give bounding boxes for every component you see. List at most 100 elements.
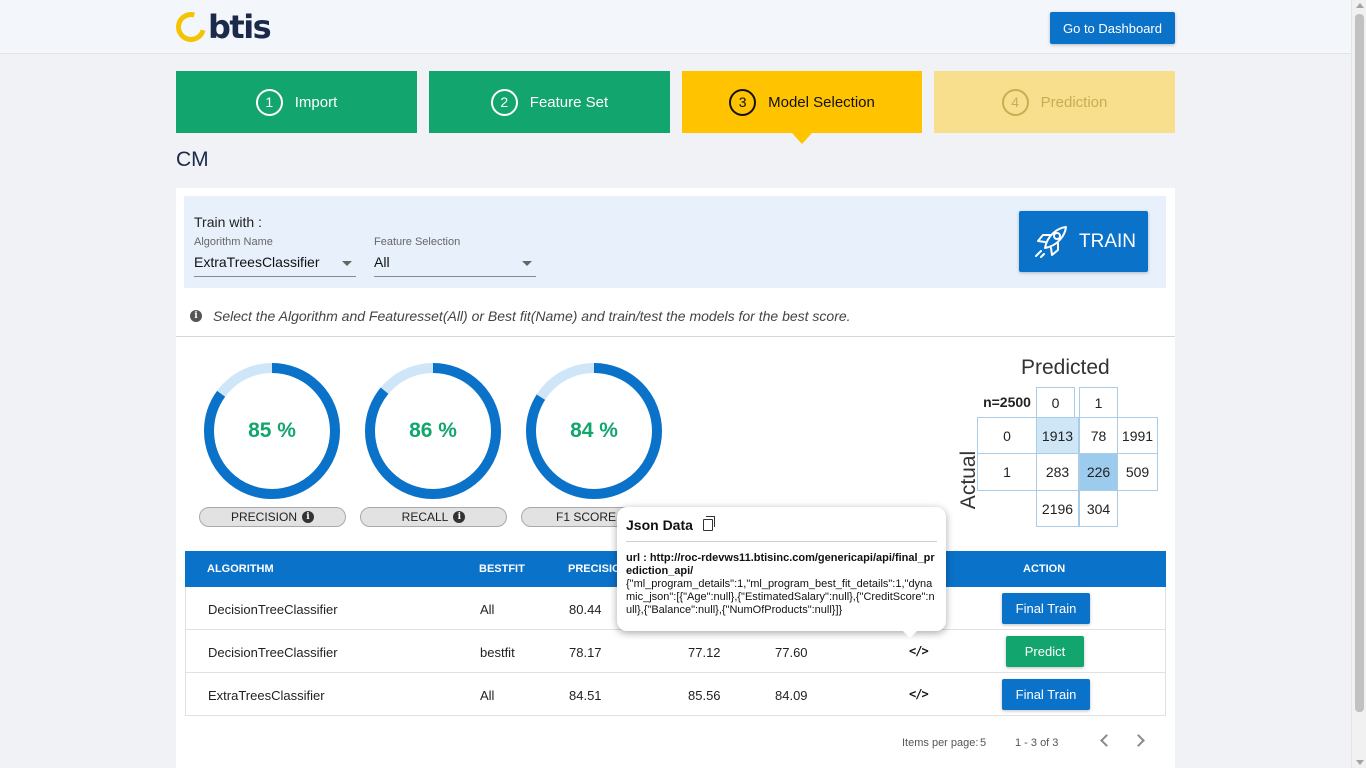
recall-cell: 77.12 xyxy=(688,645,721,660)
algorithm-select-value: ExtraTreesClassifier xyxy=(194,254,320,270)
algorithm-cell: ExtraTreesClassifier xyxy=(208,688,325,703)
code-icon[interactable]: </> xyxy=(909,687,929,701)
recall-ring xyxy=(365,363,501,499)
f1-score-label: F1 SCORE xyxy=(555,510,616,524)
step-label: Prediction xyxy=(1040,93,1108,111)
gauge-fill xyxy=(204,363,340,499)
copy-icon[interactable] xyxy=(702,516,715,531)
recall-label: RECALL xyxy=(401,510,449,524)
cm-row-total: 509 xyxy=(1117,453,1158,491)
step-number: 4 xyxy=(1001,88,1029,116)
algorithm-select-label: Algorithm Name xyxy=(194,236,273,248)
scroll-thumb[interactable] xyxy=(1355,14,1364,712)
table-row: DecisionTreeClassifier bestfit 78.17 77.… xyxy=(185,630,1166,673)
table-row: ExtraTreesClassifier All 84.51 85.56 84.… xyxy=(185,673,1166,716)
step-model-selection[interactable]: 3 Model Selection xyxy=(682,71,922,144)
step-number: 1 xyxy=(255,88,283,116)
chevron-down-icon xyxy=(342,261,352,266)
cm-row-total: 1991 xyxy=(1117,417,1158,454)
bestfit-cell: bestfit xyxy=(480,645,515,660)
bestfit-cell: All xyxy=(480,688,495,703)
cm-cell: 283 xyxy=(1036,453,1079,491)
bestfit-column-header[interactable]: BESTFIT xyxy=(479,563,525,575)
step-import[interactable]: 1 Import xyxy=(176,71,417,133)
go-to-dashboard-button[interactable]: Go to Dashboard xyxy=(1050,12,1175,44)
precision-column-header[interactable]: PRECISION xyxy=(568,563,629,575)
logo-text: btis xyxy=(208,8,272,46)
code-icon[interactable]: </> xyxy=(909,644,929,658)
feature-select-value: All xyxy=(374,254,390,270)
divider xyxy=(176,336,1175,337)
page-range: 1 - 3 of 3 xyxy=(1015,737,1059,749)
cm-col-header: 0 xyxy=(1036,387,1075,418)
step-prediction[interactable]: 4 Prediction xyxy=(934,71,1175,133)
model-selection-card: Train with : Algorithm Name ExtraTreesCl… xyxy=(176,188,1175,768)
next-page-icon[interactable] xyxy=(1132,734,1145,747)
precision-label-pill[interactable]: PRECISION i xyxy=(199,507,346,527)
rocket-icon xyxy=(1035,225,1067,258)
scroll-down-icon[interactable] xyxy=(1356,760,1364,765)
tooltip-title: Json Data xyxy=(626,517,693,533)
step-label: Model Selection xyxy=(768,93,875,111)
page-title: CM xyxy=(176,148,209,171)
scroll-up-icon[interactable] xyxy=(1356,3,1364,8)
predict-button[interactable]: Predict xyxy=(1006,636,1084,667)
cm-cell: 1913 xyxy=(1036,417,1079,454)
step-feature-set[interactable]: 2 Feature Set xyxy=(429,71,670,133)
precision-cell: 80.44 xyxy=(569,602,602,617)
cm-col-header: 1 xyxy=(1079,387,1118,418)
precision-gauge: 85 % xyxy=(203,362,341,500)
info-icon: i xyxy=(190,310,202,322)
cm-n-label: n=2500 xyxy=(983,394,1031,410)
info-icon[interactable]: i xyxy=(302,511,314,523)
cm-col-total: 304 xyxy=(1079,490,1118,527)
final-train-button[interactable]: Final Train xyxy=(1002,593,1090,624)
recall-value: 86 % xyxy=(409,419,457,442)
cm-cell: 226 xyxy=(1079,453,1118,491)
logo-ring-icon xyxy=(170,6,212,48)
algorithm-select[interactable]: Algorithm Name ExtraTreesClassifier xyxy=(194,236,356,277)
step-label: Feature Set xyxy=(529,93,609,111)
cm-cell: 78 xyxy=(1079,417,1118,454)
chevron-down-icon xyxy=(522,261,532,266)
step-number: 2 xyxy=(490,88,518,116)
gauge-fill xyxy=(526,363,662,499)
f1-score-value: 84 % xyxy=(570,419,618,442)
gauge-fill xyxy=(365,363,501,499)
feature-select[interactable]: Feature Selection All xyxy=(374,236,536,277)
hint-message: Select the Algorithm and Featuresset(All… xyxy=(213,308,851,324)
bestfit-cell: All xyxy=(480,602,495,617)
app-header: btis Go to Dashboard xyxy=(0,0,1351,54)
cm-row-header: 0 xyxy=(977,417,1037,454)
precision-cell: 78.17 xyxy=(569,645,602,660)
precision-ring xyxy=(204,363,340,499)
vertical-scrollbar[interactable] xyxy=(1351,0,1366,768)
recall-label-pill[interactable]: RECALL i xyxy=(360,507,507,527)
action-column-header: ACTION xyxy=(1023,563,1066,575)
train-button[interactable]: TRAIN xyxy=(1019,211,1148,272)
cm-col-total: 2196 xyxy=(1036,490,1079,527)
json-data-tooltip: Json Data url : http://roc-rdevws11.btis… xyxy=(617,507,946,638)
f1-score-cell: 84.09 xyxy=(775,688,808,703)
precision-cell: 84.51 xyxy=(569,688,602,703)
cm-row-header: 1 xyxy=(977,453,1037,491)
previous-page-icon[interactable] xyxy=(1100,734,1113,747)
algorithm-cell: DecisionTreeClassifier xyxy=(208,602,338,617)
tooltip-header: Json Data xyxy=(626,516,937,542)
final-train-button[interactable]: Final Train xyxy=(1002,679,1090,710)
page-size-select[interactable]: 5 xyxy=(980,737,987,749)
algorithm-column-header[interactable]: ALGORITHM xyxy=(207,563,274,575)
f1-score-gauge: 84 % xyxy=(525,362,663,500)
info-icon[interactable]: i xyxy=(453,511,466,523)
items-per-page-label: Items per page: xyxy=(902,737,979,749)
precision-value: 85 % xyxy=(248,419,296,442)
step-label: Import xyxy=(294,93,338,111)
btis-logo[interactable]: btis xyxy=(170,6,272,48)
tooltip-json: {"ml_program_details":1,"ml_program_best… xyxy=(626,578,935,616)
feature-select-label: Feature Selection xyxy=(374,236,461,248)
algorithm-cell: DecisionTreeClassifier xyxy=(208,645,338,660)
cm-predicted-label: Predicted xyxy=(1021,356,1110,379)
train-button-label: TRAIN xyxy=(1079,230,1136,252)
step-number: 3 xyxy=(729,88,757,116)
precision-label: PRECISION xyxy=(230,510,297,524)
